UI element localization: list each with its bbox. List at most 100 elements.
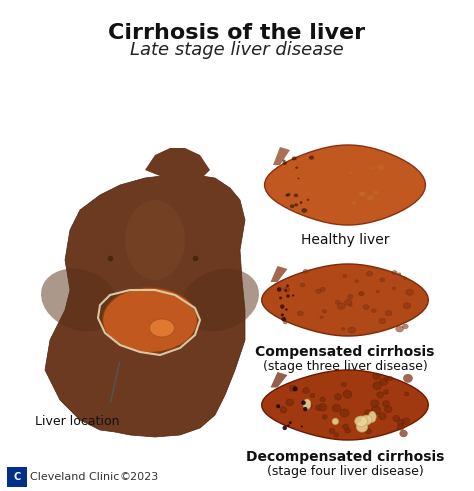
Polygon shape bbox=[264, 145, 426, 225]
Ellipse shape bbox=[300, 202, 302, 204]
Ellipse shape bbox=[329, 429, 335, 434]
Ellipse shape bbox=[292, 157, 297, 161]
Ellipse shape bbox=[398, 273, 401, 275]
Polygon shape bbox=[45, 175, 245, 437]
Text: (stage four liver disease): (stage four liver disease) bbox=[266, 465, 423, 478]
Text: Late stage liver disease: Late stage liver disease bbox=[130, 41, 344, 59]
Ellipse shape bbox=[334, 433, 339, 437]
Ellipse shape bbox=[277, 287, 282, 292]
Ellipse shape bbox=[294, 193, 298, 197]
Ellipse shape bbox=[343, 424, 349, 430]
Ellipse shape bbox=[289, 385, 296, 391]
Ellipse shape bbox=[406, 289, 413, 296]
Text: Decompensated cirrhosis: Decompensated cirrhosis bbox=[246, 450, 444, 464]
Ellipse shape bbox=[388, 376, 392, 381]
Text: Compensated cirrhosis: Compensated cirrhosis bbox=[255, 345, 435, 359]
Ellipse shape bbox=[282, 317, 286, 322]
Ellipse shape bbox=[320, 316, 323, 319]
Ellipse shape bbox=[347, 295, 353, 299]
Ellipse shape bbox=[404, 277, 407, 279]
Text: (stage three liver disease): (stage three liver disease) bbox=[263, 360, 428, 373]
Ellipse shape bbox=[359, 192, 365, 196]
Ellipse shape bbox=[365, 428, 371, 434]
Ellipse shape bbox=[316, 289, 321, 294]
Text: C: C bbox=[13, 472, 21, 482]
Text: Cirrhosis of the liver: Cirrhosis of the liver bbox=[109, 23, 365, 43]
Polygon shape bbox=[145, 148, 210, 180]
Ellipse shape bbox=[341, 327, 345, 330]
Ellipse shape bbox=[361, 415, 372, 425]
Ellipse shape bbox=[379, 318, 386, 324]
Ellipse shape bbox=[356, 422, 368, 432]
Ellipse shape bbox=[286, 294, 290, 298]
Ellipse shape bbox=[349, 304, 352, 306]
Ellipse shape bbox=[297, 311, 303, 316]
Ellipse shape bbox=[280, 407, 287, 413]
Ellipse shape bbox=[332, 404, 341, 412]
Text: Healthy liver: Healthy liver bbox=[301, 233, 389, 247]
FancyBboxPatch shape bbox=[7, 467, 27, 487]
Ellipse shape bbox=[355, 416, 367, 427]
Polygon shape bbox=[273, 147, 290, 165]
Ellipse shape bbox=[303, 387, 309, 393]
Ellipse shape bbox=[393, 415, 400, 421]
Ellipse shape bbox=[283, 321, 287, 324]
Ellipse shape bbox=[286, 193, 291, 196]
Ellipse shape bbox=[283, 162, 287, 165]
Ellipse shape bbox=[376, 290, 379, 293]
Ellipse shape bbox=[149, 319, 174, 337]
Text: Liver location: Liver location bbox=[35, 415, 119, 428]
Ellipse shape bbox=[334, 394, 341, 400]
Ellipse shape bbox=[102, 288, 198, 353]
Ellipse shape bbox=[392, 287, 395, 290]
Ellipse shape bbox=[404, 392, 409, 396]
Ellipse shape bbox=[396, 326, 403, 332]
Ellipse shape bbox=[279, 297, 282, 300]
Ellipse shape bbox=[360, 191, 367, 197]
Ellipse shape bbox=[384, 377, 389, 381]
Ellipse shape bbox=[368, 411, 376, 422]
Ellipse shape bbox=[402, 418, 410, 424]
Ellipse shape bbox=[360, 292, 364, 296]
Ellipse shape bbox=[283, 160, 285, 162]
Text: Cleveland Clinic: Cleveland Clinic bbox=[30, 472, 119, 482]
Ellipse shape bbox=[343, 274, 347, 277]
Ellipse shape bbox=[303, 269, 308, 273]
Ellipse shape bbox=[322, 415, 327, 419]
Ellipse shape bbox=[350, 172, 353, 174]
Ellipse shape bbox=[332, 418, 338, 425]
Ellipse shape bbox=[293, 386, 298, 391]
Ellipse shape bbox=[366, 271, 373, 276]
Ellipse shape bbox=[397, 419, 404, 425]
Ellipse shape bbox=[294, 203, 298, 206]
Ellipse shape bbox=[303, 399, 311, 409]
Ellipse shape bbox=[363, 305, 369, 309]
Ellipse shape bbox=[371, 400, 379, 407]
Ellipse shape bbox=[403, 303, 411, 309]
Ellipse shape bbox=[322, 309, 327, 313]
Ellipse shape bbox=[403, 374, 412, 382]
Ellipse shape bbox=[301, 208, 307, 213]
Ellipse shape bbox=[385, 310, 392, 316]
Ellipse shape bbox=[181, 269, 259, 331]
Ellipse shape bbox=[289, 421, 292, 424]
Ellipse shape bbox=[301, 401, 306, 405]
Ellipse shape bbox=[340, 409, 349, 417]
Ellipse shape bbox=[373, 382, 382, 389]
Ellipse shape bbox=[402, 324, 408, 329]
Ellipse shape bbox=[295, 166, 298, 169]
Ellipse shape bbox=[383, 401, 390, 407]
Ellipse shape bbox=[283, 287, 290, 292]
Ellipse shape bbox=[287, 424, 290, 427]
Ellipse shape bbox=[337, 303, 345, 309]
Ellipse shape bbox=[297, 178, 300, 179]
Ellipse shape bbox=[373, 191, 379, 194]
Ellipse shape bbox=[315, 405, 321, 410]
Ellipse shape bbox=[377, 392, 383, 398]
Ellipse shape bbox=[397, 424, 404, 430]
Ellipse shape bbox=[301, 283, 305, 287]
Ellipse shape bbox=[301, 425, 303, 428]
Ellipse shape bbox=[300, 201, 302, 203]
Ellipse shape bbox=[377, 165, 385, 170]
Ellipse shape bbox=[372, 309, 376, 313]
